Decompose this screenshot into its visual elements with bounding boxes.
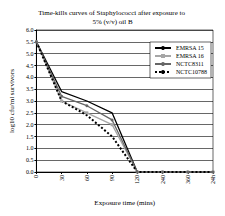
svg-text:24h: 24h <box>210 175 216 184</box>
svg-text:NCTC8311: NCTC8311 <box>176 61 204 67</box>
svg-text:60: 60 <box>84 175 90 181</box>
svg-text:1.0: 1.0 <box>26 145 34 151</box>
svg-text:Time-kills curves of Staphyloc: Time-kills curves of Staphylococci after… <box>38 9 186 17</box>
svg-text:360: 360 <box>185 175 191 184</box>
svg-text:log10 cfu/ml survivors: log10 cfu/ml survivors <box>8 69 16 133</box>
svg-text:1.5: 1.5 <box>26 134 34 140</box>
svg-text:0.5: 0.5 <box>26 157 34 163</box>
svg-text:2.0: 2.0 <box>26 122 34 128</box>
svg-text:3.0: 3.0 <box>26 98 34 104</box>
svg-text:6.0: 6.0 <box>26 27 34 33</box>
svg-text:240: 240 <box>160 175 166 184</box>
svg-text:Exposure time (mins): Exposure time (mins) <box>94 199 155 207</box>
svg-text:3.5: 3.5 <box>26 86 34 92</box>
svg-text:5.5: 5.5 <box>26 39 34 45</box>
svg-text:NCTC10788: NCTC10788 <box>176 69 207 75</box>
svg-text:0: 0 <box>33 175 39 178</box>
svg-text:EMRSA 15: EMRSA 15 <box>176 45 204 51</box>
svg-text:120: 120 <box>134 175 140 184</box>
svg-text:4.5: 4.5 <box>26 63 34 69</box>
svg-text:EMRSA 16: EMRSA 16 <box>176 53 204 59</box>
svg-text:5.0: 5.0 <box>26 51 34 57</box>
svg-text:90: 90 <box>109 175 115 181</box>
svg-text:4.0: 4.0 <box>26 74 34 80</box>
svg-text:2.5: 2.5 <box>26 110 34 116</box>
svg-text:5% (v/v) oil B: 5% (v/v) oil B <box>92 18 133 26</box>
svg-text:0.0: 0.0 <box>26 169 34 175</box>
svg-text:30: 30 <box>59 175 65 181</box>
